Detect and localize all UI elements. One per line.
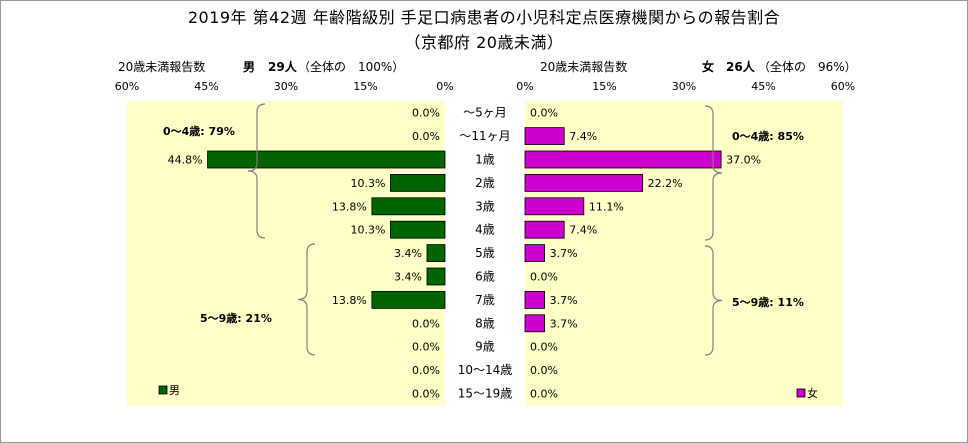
male-value-label: 0.0% bbox=[412, 317, 440, 330]
age-category-label: 3歳 bbox=[475, 199, 495, 213]
female-value-label: 3.7% bbox=[550, 317, 578, 330]
right-count: 26人 bbox=[726, 60, 755, 74]
female-bar bbox=[524, 290, 546, 309]
male-value-label: 44.8% bbox=[168, 154, 203, 167]
female-value-label: 7.4% bbox=[569, 130, 597, 143]
age-category-label: 5歳 bbox=[475, 246, 495, 260]
male-bar bbox=[426, 244, 446, 263]
left-bracket-5-9 bbox=[297, 243, 316, 356]
female-value-label: 0.0% bbox=[530, 107, 558, 120]
female-value-label: 7.4% bbox=[569, 224, 597, 237]
age-category-label: 1歳 bbox=[475, 153, 495, 167]
age-category-label: 7歳 bbox=[475, 293, 495, 307]
male-bar bbox=[371, 197, 446, 216]
female-bar bbox=[524, 314, 546, 333]
male-value-label: 10.3% bbox=[350, 224, 385, 237]
female-value-label: 0.0% bbox=[530, 388, 558, 401]
female-legend-label: 女 bbox=[807, 386, 818, 400]
female-bar bbox=[524, 173, 644, 192]
male-value-label: 13.8% bbox=[332, 200, 367, 213]
male-value-label: 0.0% bbox=[412, 107, 440, 120]
female-value-label: 0.0% bbox=[530, 364, 558, 377]
age-category-label: ～11ヶ月 bbox=[459, 129, 510, 143]
female-bar bbox=[524, 220, 565, 239]
female-bar bbox=[524, 244, 546, 263]
right-x-tick-label: 60% bbox=[831, 80, 855, 93]
age-category-label: 15～19歳 bbox=[458, 387, 513, 401]
age-category-label: 10～14歳 bbox=[458, 363, 513, 377]
male-value-label: 3.4% bbox=[394, 271, 422, 284]
male-bar bbox=[426, 267, 446, 286]
female-bar bbox=[524, 197, 585, 216]
female-value-label: 3.7% bbox=[550, 247, 578, 260]
female-bar bbox=[524, 150, 722, 169]
female-value-label: 3.7% bbox=[550, 294, 578, 307]
male-value-label: 10.3% bbox=[350, 177, 385, 190]
male-bar bbox=[390, 220, 446, 239]
right-group-0-4-label: 0～4歳: 85% bbox=[732, 129, 804, 143]
left-x-tick-label: 45% bbox=[194, 80, 218, 93]
left-caption: 20歳未満報告数 bbox=[118, 60, 206, 74]
female-value-label: 11.1% bbox=[589, 200, 624, 213]
right-bracket-5-9 bbox=[704, 245, 723, 356]
right-gender: 女 bbox=[702, 60, 715, 74]
right-caption: 20歳未満報告数 bbox=[540, 60, 628, 74]
male-value-label: 13.8% bbox=[332, 294, 367, 307]
female-value-label: 22.2% bbox=[648, 177, 683, 190]
male-bar bbox=[207, 150, 446, 169]
age-category-label: 2歳 bbox=[475, 176, 495, 190]
male-value-label: 0.0% bbox=[412, 130, 440, 143]
right-x-tick-label: 30% bbox=[672, 80, 696, 93]
male-legend-swatch bbox=[158, 385, 168, 395]
right-bracket-0-4 bbox=[704, 105, 723, 241]
female-value-label: 37.0% bbox=[726, 154, 761, 167]
left-gender: 男 bbox=[243, 60, 256, 74]
male-value-label: 0.0% bbox=[412, 364, 440, 377]
age-category-label: 6歳 bbox=[475, 270, 495, 284]
right-x-tick-label: 0% bbox=[516, 80, 533, 93]
left-x-tick-label: 30% bbox=[274, 80, 298, 93]
right-x-tick-label: 45% bbox=[751, 80, 775, 93]
left-group-5-9-label: 5～9歳: 21% bbox=[200, 311, 272, 325]
male-bar bbox=[390, 173, 446, 192]
left-x-tick-label: 15% bbox=[353, 80, 377, 93]
left-group-0-4-label: 0～4歳: 79% bbox=[163, 124, 235, 138]
left-x-tick-label: 60% bbox=[115, 80, 139, 93]
right-share: （全体の 96%） bbox=[758, 60, 857, 74]
male-bar bbox=[371, 290, 446, 309]
female-legend-swatch bbox=[796, 388, 806, 398]
male-value-label: 3.4% bbox=[394, 247, 422, 260]
female-value-label: 0.0% bbox=[530, 271, 558, 284]
age-category-label: 4歳 bbox=[475, 223, 495, 237]
age-category-label: 8歳 bbox=[475, 316, 495, 330]
age-category-label: 9歳 bbox=[475, 340, 495, 354]
left-bracket-0-4 bbox=[247, 103, 266, 239]
male-value-label: 0.0% bbox=[412, 388, 440, 401]
age-category-label: ～5ヶ月 bbox=[463, 106, 507, 120]
male-legend-label: 男 bbox=[169, 384, 180, 397]
left-count: 29人 bbox=[268, 60, 297, 74]
female-value-label: 0.0% bbox=[530, 341, 558, 354]
left-share: （全体の 100%） bbox=[298, 60, 405, 74]
right-x-tick-label: 15% bbox=[592, 80, 616, 93]
female-bar bbox=[524, 127, 565, 145]
right-group-5-9-label: 5～9歳: 11% bbox=[732, 295, 804, 309]
left-x-tick-label: 0% bbox=[436, 80, 453, 93]
chart-title: 2019年 第42週 年齢階級別 手足口病患者の小児科定点医療機関からの報告割合 bbox=[187, 8, 781, 27]
chart-subtitle: （京都府 20歳未満） bbox=[404, 33, 564, 52]
male-value-label: 0.0% bbox=[412, 341, 440, 354]
